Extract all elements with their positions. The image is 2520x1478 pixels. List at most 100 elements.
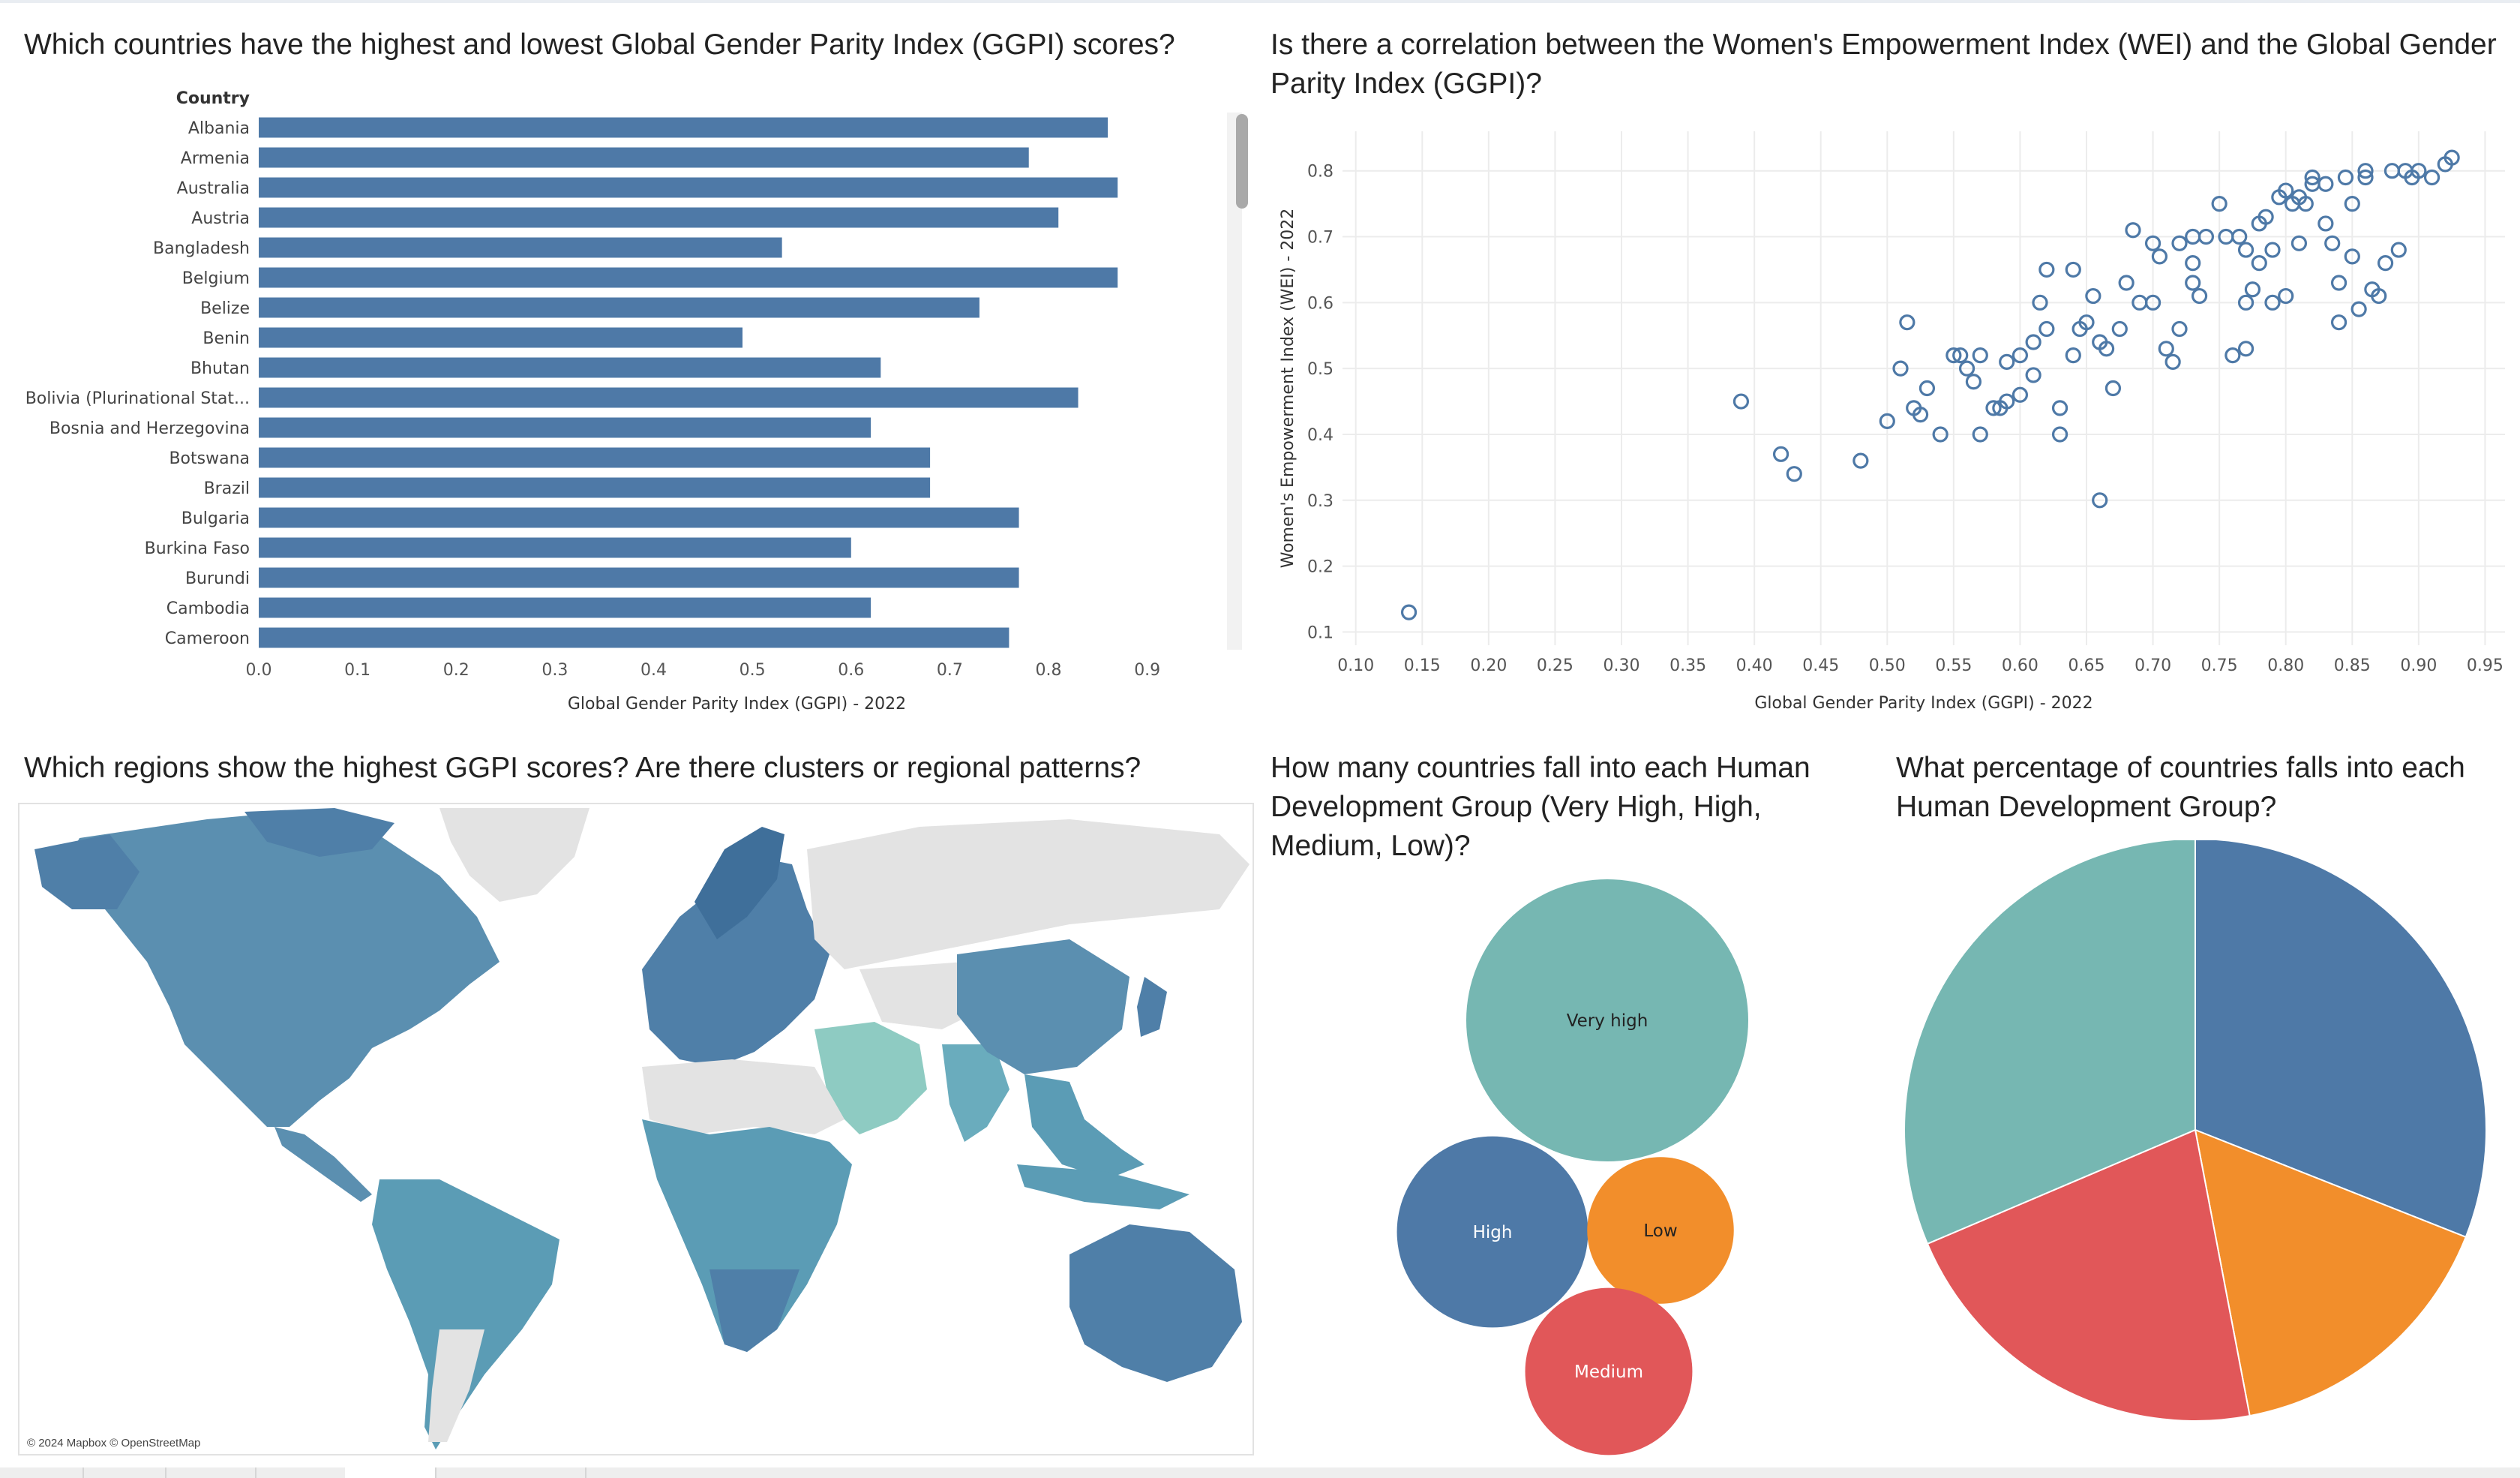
scatter-point-79 — [2344, 196, 2360, 212]
scatter-x-tick: 0.50 — [1869, 656, 1906, 675]
bar-x-tick: 0.9 — [1134, 661, 1160, 680]
bar-category-label: Brazil — [204, 479, 250, 498]
sheet-tab[interactable] — [345, 1467, 436, 1478]
bar-category-label: Bolivia (Plurinational Stat... — [26, 389, 250, 408]
scatter-point-76 — [2330, 275, 2348, 291]
scatter-y-tick: 0.8 — [1307, 163, 1334, 182]
scatter-chart-title: Is there a correlation between the Women… — [1270, 29, 2497, 100]
bar-category-label: Bangladesh — [153, 239, 250, 258]
map-russia — [807, 819, 1250, 969]
bar-13 — [259, 507, 1019, 528]
bar-category-label: Bulgaria — [182, 509, 250, 528]
scatter-point-11 — [1932, 426, 1948, 443]
scatter-point-62 — [2251, 255, 2267, 272]
scatter-point-32 — [2065, 261, 2081, 278]
bar-category-label: Bosnia and Herzegovina — [50, 419, 250, 438]
world-map[interactable]: © 2024 Mapbox © OpenStreetMap — [18, 803, 1254, 1455]
map-australia — [1070, 1224, 1242, 1382]
pie-slice-3 — [1904, 840, 2196, 1245]
bar-12 — [259, 477, 931, 498]
bar-chart-scrollbar[interactable] — [1227, 113, 1242, 650]
scatter-point-37 — [2092, 492, 2108, 509]
scatter-point-47 — [2158, 341, 2174, 357]
scatter-y-tick: 0.1 — [1307, 623, 1334, 642]
scatter-point-57 — [2224, 347, 2241, 364]
bar-4 — [259, 237, 782, 258]
scatter-point-38 — [2098, 341, 2115, 357]
scatter-point-61 — [2244, 281, 2261, 298]
bubble-0 — [1466, 879, 1748, 1161]
scatter-point-96 — [2290, 189, 2308, 206]
scatter-y-tick: 0.5 — [1307, 360, 1334, 379]
bubble-label: Very high — [1567, 1011, 1648, 1031]
sheet-tab[interactable] — [82, 1467, 166, 1478]
sheet-tab[interactable] — [0, 1467, 84, 1478]
bar-10 — [259, 417, 872, 438]
map-africa — [642, 1119, 852, 1352]
bar-x-tick: 0.5 — [740, 661, 766, 680]
scatter-point-42 — [2125, 222, 2141, 239]
scatter-point-35 — [2085, 287, 2102, 305]
scatter-point-0 — [1400, 604, 1418, 620]
scatter-x-tick: 0.95 — [2467, 656, 2504, 675]
scatter-point-95 — [2264, 294, 2281, 311]
top-border — [0, 0, 2520, 3]
bar-x-tick: 0.4 — [640, 661, 667, 680]
bar-category-label: Bhutan — [190, 359, 250, 378]
scatter-point-48 — [2164, 353, 2181, 370]
sheet-tab[interactable] — [435, 1467, 586, 1478]
bar-11 — [259, 447, 931, 468]
scatter-point-93 — [2444, 149, 2460, 166]
scatter-x-tick: 0.30 — [1604, 656, 1640, 675]
map-south-america-south — [428, 1329, 484, 1442]
bar-category-label: Botswana — [169, 449, 250, 468]
scatter-point-16 — [1972, 426, 1988, 443]
scatter-point-20 — [1999, 393, 2015, 410]
scatter-point-64 — [2258, 209, 2274, 225]
bar-chart-title: Which countries have the highest and low… — [24, 29, 1175, 61]
scatter-point-29 — [2051, 400, 2068, 416]
scatter-point-41 — [2118, 275, 2134, 291]
bar-x-tick: 0.7 — [937, 661, 963, 680]
bar-category-label: Austria — [191, 209, 250, 228]
scatter-point-26 — [2032, 294, 2048, 311]
map-canvas — [20, 804, 1252, 1454]
bar-0 — [259, 117, 1108, 138]
map-greenland — [440, 808, 590, 902]
bar-8 — [259, 357, 881, 378]
bar-x-tick: 0.3 — [542, 661, 568, 680]
bar-category-label: Burundi — [185, 569, 250, 588]
scatter-point-31 — [2065, 347, 2081, 364]
scatter-point-99 — [2185, 228, 2201, 245]
scatter-point-73 — [2318, 176, 2334, 192]
scatter-point-18 — [1985, 400, 2002, 416]
bar-x-tick: 0.8 — [1036, 661, 1062, 680]
map-central-asia — [860, 962, 987, 1029]
bar-9 — [259, 387, 1078, 408]
scatter-x-tick: 0.70 — [2134, 656, 2171, 675]
bar-category-label: Belize — [200, 299, 250, 318]
scatter-x-tick: 0.35 — [1670, 656, 1706, 675]
scatter-point-39 — [2104, 380, 2122, 397]
scatter-point-12 — [1946, 347, 1962, 364]
scatter-point-6 — [1892, 360, 1909, 377]
scatter-point-15 — [1965, 374, 1982, 390]
scatter-y-tick: 0.3 — [1307, 492, 1334, 511]
bar-chart-scroll-thumb[interactable] — [1236, 114, 1248, 209]
sheet-tab[interactable] — [165, 1467, 256, 1478]
bar-1 — [259, 147, 1029, 168]
scatter-point-90 — [2410, 163, 2427, 179]
sheet-tab[interactable] — [255, 1467, 346, 1478]
map-canada-islands — [244, 808, 394, 857]
map-south-asia — [942, 1044, 1010, 1142]
bar-category-label: Armenia — [181, 149, 250, 168]
scatter-point-65 — [2264, 242, 2281, 258]
scatter-point-81 — [2350, 301, 2367, 317]
bar-category-label: Burkina Faso — [145, 539, 250, 558]
bubble-label: Low — [1643, 1221, 1677, 1241]
scatter-point-82 — [2357, 169, 2374, 186]
scatter-point-51 — [2185, 275, 2201, 291]
scatter-point-87 — [2390, 242, 2407, 258]
scatter-x-tick: 0.80 — [2267, 656, 2304, 675]
scatter-point-84 — [2371, 287, 2387, 305]
